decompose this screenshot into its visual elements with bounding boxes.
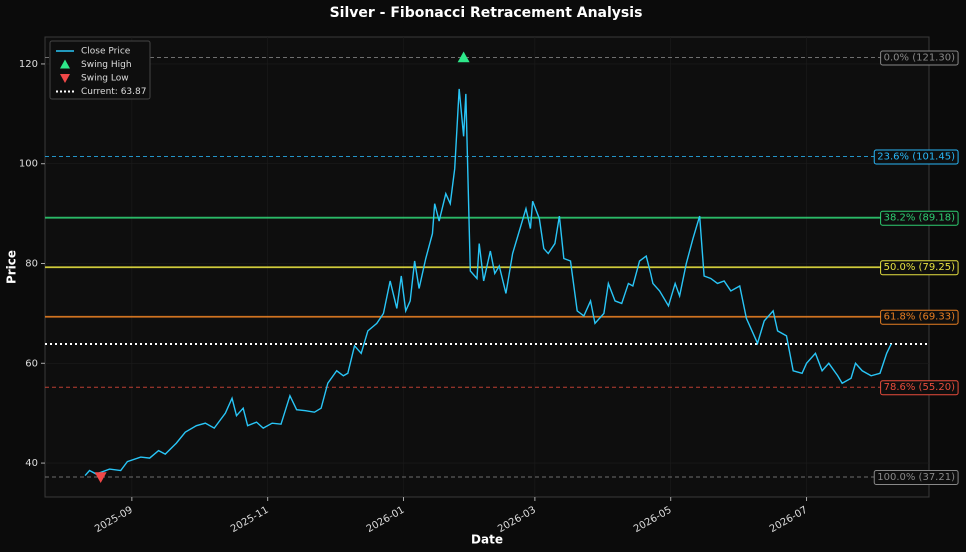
legend-label: Close Price [81,47,131,57]
y-tick-label: 100 [19,159,38,170]
x-axis-label: Date [471,533,503,547]
legend-swatch [60,59,70,69]
fib-label-box [880,380,959,396]
fib-label-box [880,309,959,325]
fib-label-box [873,149,959,165]
fib-label-text: 23.6% (101.45) [877,151,955,162]
fib-label-box [880,50,959,66]
fib-label-text: 78.6% (55.20) [884,382,955,393]
legend-label: Swing Low [81,74,129,84]
fib-label-text: 100.0% (37.21) [877,472,955,483]
legend-box [49,40,151,100]
fib-label-box [880,260,959,276]
price-line [84,88,892,477]
swing-high-marker [457,51,470,63]
fib-label-box [880,210,959,226]
y-axis-label: Price [5,250,19,284]
fib-label-text: 61.8% (69.33) [884,312,955,323]
fib-label: 0.0% (121.30) [880,50,959,66]
fib-label: 61.8% (69.33) [880,309,959,325]
fib-label-box [873,469,959,485]
fib-label: 38.2% (89.18) [880,210,959,226]
y-tick-label: 120 [19,59,38,70]
fib-label-text: 38.2% (89.18) [884,213,955,224]
fib-label: 50.0% (79.25) [880,260,959,276]
fib-label: 78.6% (55.20) [880,380,959,396]
fib-label-text: 0.0% (121.30) [884,52,955,63]
y-tick-label: 60 [25,358,38,369]
fib-label-text: 50.0% (79.25) [884,262,955,273]
legend-label: Current: 63.87 [81,87,146,97]
fib-label: 23.6% (101.45) [873,149,959,165]
chart-title: Silver - Fibonacci Retracement Analysis [330,5,643,21]
legend-swatch [60,74,70,83]
y-tick-label: 80 [25,259,38,270]
fib-label: 100.0% (37.21) [873,469,959,485]
legend-label: Swing High [81,60,132,70]
y-tick-label: 40 [25,458,38,469]
swing-low-marker [94,472,107,483]
